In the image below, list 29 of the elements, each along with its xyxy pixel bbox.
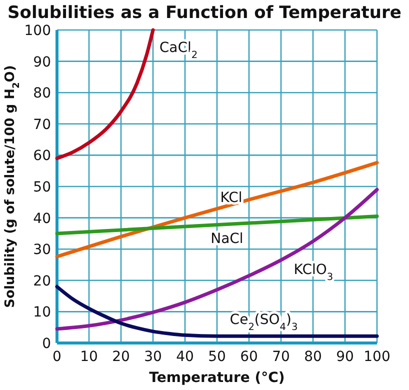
x-tick-label: 80	[304, 349, 322, 365]
x-tick-label: 30	[144, 349, 162, 365]
y-tick-label: 60	[33, 148, 51, 164]
x-tick-label: 0	[52, 349, 62, 365]
y-tick-label: 30	[33, 242, 51, 258]
x-tick-label: 70	[272, 349, 290, 365]
x-tick-label: 40	[176, 349, 194, 365]
x-tick-label: 100	[364, 349, 390, 365]
y-tick-label: 90	[33, 54, 51, 70]
x-tick-label: 20	[112, 349, 130, 365]
line-series	[55, 284, 379, 338]
y-tick-label: 40	[33, 210, 51, 227]
series-label: KCl	[220, 190, 242, 206]
x-tick-label: 10	[80, 349, 98, 365]
x-tick-label: 60	[240, 349, 258, 365]
x-tick-label: 90	[336, 349, 354, 365]
line-series	[55, 160, 379, 258]
x-tick-label: 50	[208, 349, 226, 365]
y-tick-label: 10	[33, 304, 51, 321]
y-tick-label: 100	[24, 23, 51, 39]
y-tick-label: 0	[42, 336, 51, 352]
y-tick-label: 20	[33, 273, 51, 290]
x-axis-title: Temperature (°C)	[149, 370, 285, 386]
y-tick-label: 70	[33, 116, 51, 133]
chart-title: Solubilities as a Function of Temperature	[8, 3, 402, 23]
y-tick-label: 50	[33, 180, 51, 196]
line-series	[55, 188, 379, 331]
line-series	[55, 28, 155, 160]
y-tick-label: 80	[33, 86, 51, 102]
